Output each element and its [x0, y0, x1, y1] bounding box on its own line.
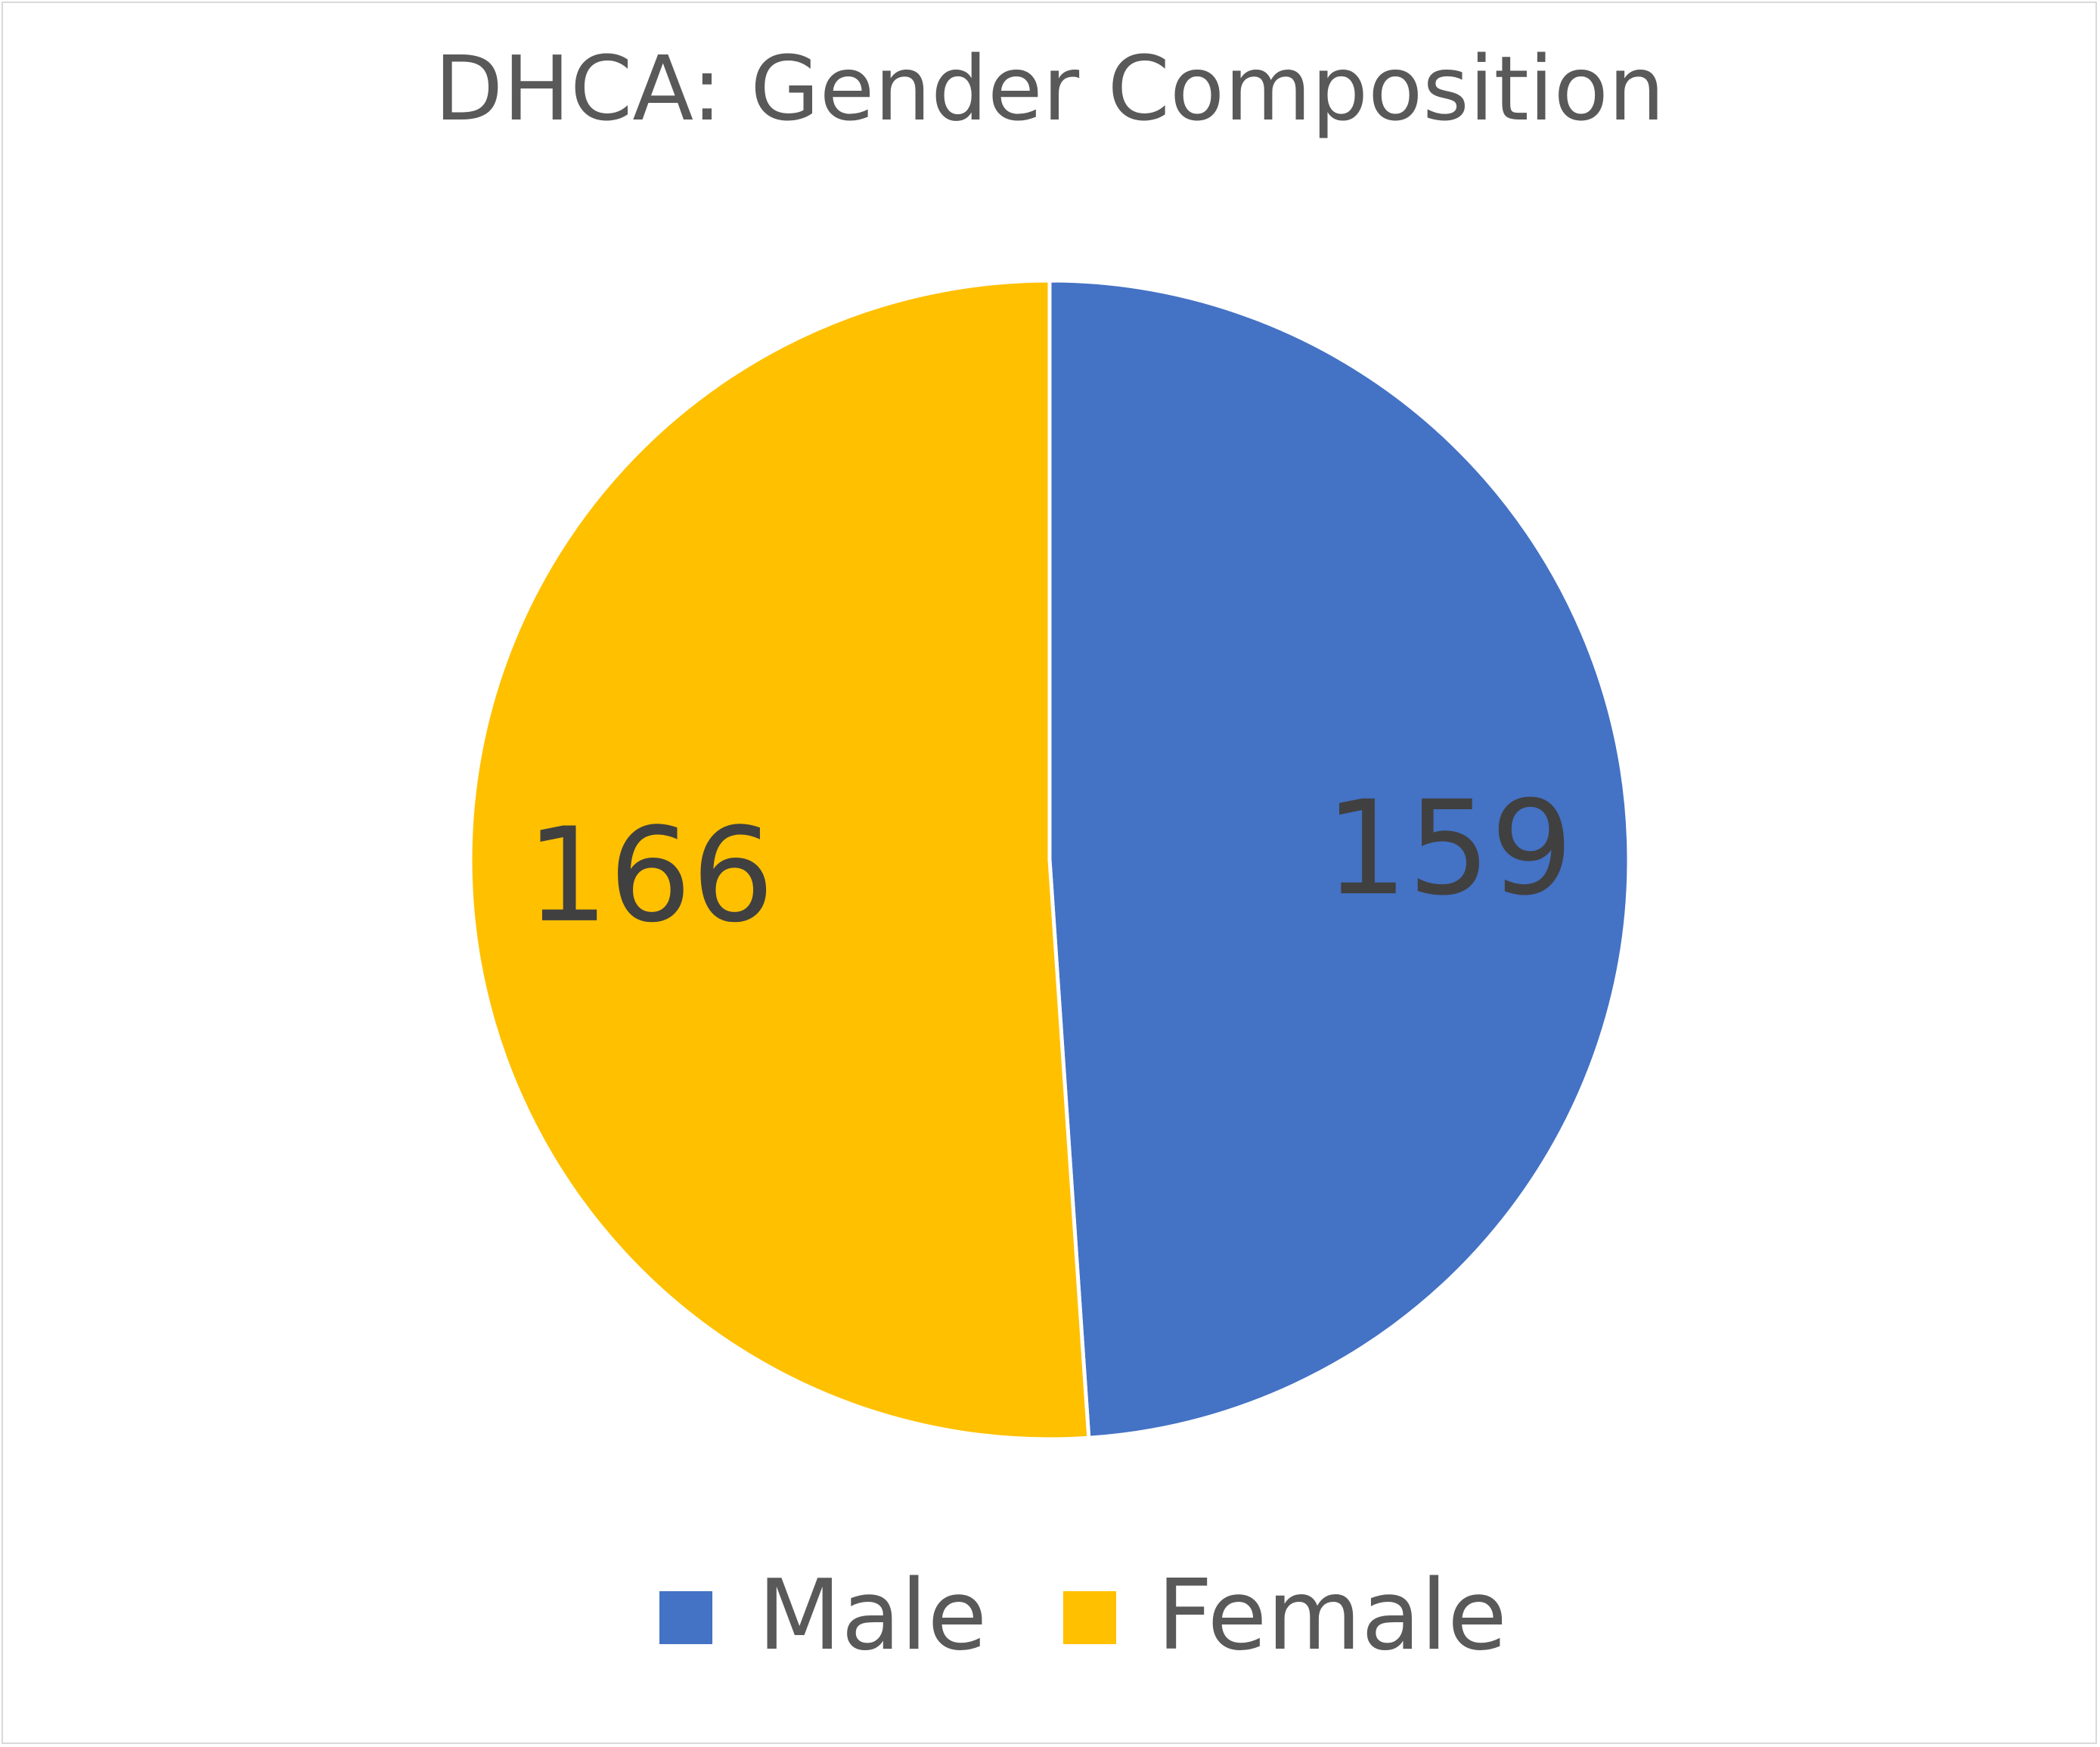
pie-slice-female [468, 278, 1091, 1441]
legend-label-female: Female [1157, 1559, 1507, 1672]
chart-title: DHCA: Gender Composition [434, 36, 1664, 141]
legend-swatch-female [1063, 1591, 1116, 1644]
pie-data-labels: 159 166 [526, 772, 1574, 951]
legend-swatch-male [659, 1591, 712, 1644]
data-label-male: 159 [1325, 772, 1573, 924]
legend: Male Female [659, 1559, 1507, 1672]
pie-slice-male [1047, 278, 1631, 1440]
data-label-female: 166 [526, 799, 774, 951]
legend-label-male: Male [758, 1559, 987, 1672]
pie-slices [468, 278, 1631, 1441]
